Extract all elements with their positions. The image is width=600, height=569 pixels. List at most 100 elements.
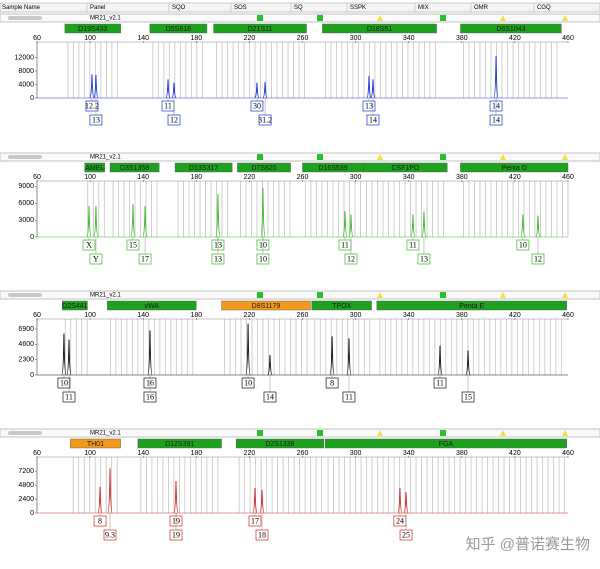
y-tick-label: 7200 [18,468,34,475]
peak [89,74,95,99]
locus-box [213,23,307,34]
status-warn [377,292,383,298]
allele-box [62,391,76,403]
watermark: 知乎 @普诺赛生物 [466,536,590,553]
locus-name: TH01 [87,441,104,448]
allele-label: 17 [251,516,259,525]
allele-label: 18 [258,530,266,539]
locus-box [460,23,562,34]
x-tick-label: 460 [562,450,574,457]
peak [329,336,335,376]
locus-name: D2S441 [62,303,87,310]
peak [66,339,72,376]
status-warn [500,430,506,436]
column-header: SOS [234,5,247,11]
allele-label: X [86,240,92,249]
peak [348,214,354,238]
locus-box [221,300,311,311]
panel-name: MR21_v2.1 [90,431,121,437]
sample-name-blur [8,16,42,20]
locus-box [322,23,437,34]
status-warn [500,15,506,21]
allele-label: 16 [146,392,154,401]
y-tick-label: 0 [30,95,34,102]
status-warn [377,154,383,160]
status-warn [377,15,383,21]
allele-box [255,529,269,541]
peak [93,75,99,99]
allele-label: 14 [369,115,377,124]
x-tick-label: 300 [350,35,362,42]
x-tick-label: 460 [562,35,574,42]
column-header: MIX [418,5,429,11]
allele-box [342,391,356,403]
status-ok [440,154,446,160]
x-tick-label: 220 [244,312,256,319]
status-ok [257,430,263,436]
x-tick-label: 380 [456,450,468,457]
allele-label: 14 [266,392,274,401]
allele-label: 10 [519,240,527,249]
sample-name-blur [8,431,42,435]
peak [245,323,251,376]
allele-box [417,253,431,265]
panel-header [0,428,600,438]
locus-name: CSF1PO [391,165,420,172]
y-tick-label: 0 [30,372,34,379]
x-tick-label: 140 [137,35,149,42]
locus-name: D6S1043 [496,26,525,33]
peak [410,214,416,238]
status-warn [562,15,568,21]
y-tick-label: 8000 [18,68,34,75]
allele-label: 14 [492,115,500,124]
allele-box [241,377,255,389]
allele-box [143,391,157,403]
status-ok [317,292,323,298]
peak [259,489,265,514]
allele-label: 30 [253,101,261,110]
locus-name: Penta E [459,303,484,310]
allele-label: 25 [402,530,410,539]
status-ok [440,15,446,21]
locus-box [149,23,208,34]
status-ok [440,430,446,436]
peak [535,215,541,238]
x-tick-label: 60 [33,35,41,42]
status-ok [257,154,263,160]
allele-label: 12.2 [85,101,99,110]
allele-label: 11 [345,392,353,401]
locus-name: D21S11 [248,26,273,33]
status-warn [500,292,506,298]
allele-box [362,100,376,112]
x-tick-label: 260 [297,312,309,319]
peak [366,76,372,99]
locus-box [69,438,121,449]
allele-box [103,529,117,541]
x-tick-label: 380 [456,35,468,42]
x-tick-label: 460 [562,312,574,319]
x-tick-label: 260 [297,35,309,42]
allele-label: 13 [365,101,373,110]
allele-box [93,515,107,527]
status-ok [317,15,323,21]
allele-box [399,529,413,541]
status-ok [440,292,446,298]
x-tick-label: 300 [350,312,362,319]
allele-box [325,377,339,389]
allele-box [82,239,96,251]
y-tick-label: 4800 [18,482,34,489]
column-header: SQO [172,5,186,11]
status-warn [500,154,506,160]
peak [346,338,352,376]
locus-box [64,23,121,34]
peak [142,206,148,238]
column-header: Panel [90,5,105,11]
allele-label: 15 [129,240,137,249]
sample-name-blur [8,155,42,159]
x-tick-label: 220 [244,35,256,42]
column-header: Sample Name [2,5,41,11]
status-warn [377,430,383,436]
locus-name: TPOX [332,303,351,310]
peak [262,82,268,99]
x-tick-label: 380 [456,174,468,181]
